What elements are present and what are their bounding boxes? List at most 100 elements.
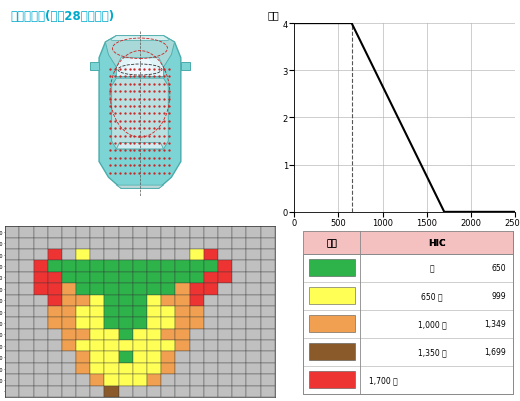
Bar <box>76 295 90 306</box>
Bar <box>232 329 246 340</box>
Bar <box>19 329 34 340</box>
Bar <box>232 318 246 329</box>
Point <box>140 133 148 140</box>
Bar <box>105 340 119 352</box>
Point <box>115 133 124 140</box>
Bar <box>105 386 119 397</box>
Bar <box>90 340 105 352</box>
Point <box>154 155 163 162</box>
Point <box>106 155 114 162</box>
Bar <box>261 374 275 386</box>
Bar <box>76 329 90 340</box>
Bar <box>218 363 232 374</box>
Bar <box>232 306 246 318</box>
Text: HIC: HIC <box>428 238 445 247</box>
Point <box>106 162 114 169</box>
Bar <box>34 318 48 329</box>
Bar <box>232 238 246 249</box>
Bar <box>204 318 218 329</box>
Bar <box>147 295 161 306</box>
Point <box>154 111 163 117</box>
Point <box>135 126 144 132</box>
Bar <box>62 238 76 249</box>
Point <box>160 170 168 176</box>
Bar <box>261 295 275 306</box>
Bar <box>161 284 175 295</box>
Point <box>115 89 124 95</box>
Bar <box>175 261 190 272</box>
Point <box>150 74 158 81</box>
Bar <box>246 284 261 295</box>
Bar <box>119 249 133 261</box>
Bar <box>48 329 62 340</box>
Bar <box>133 363 147 374</box>
Bar <box>119 238 133 249</box>
Point <box>121 133 129 140</box>
Bar <box>204 249 218 261</box>
Point <box>164 162 173 169</box>
Point <box>111 103 119 110</box>
Bar <box>232 363 246 374</box>
Point <box>164 96 173 103</box>
Point <box>140 89 148 95</box>
Bar <box>19 261 34 272</box>
Bar <box>19 295 34 306</box>
Bar <box>204 238 218 249</box>
Bar <box>175 249 190 261</box>
Bar <box>161 249 175 261</box>
Point <box>164 170 173 176</box>
Point <box>140 74 148 81</box>
Bar <box>161 340 175 352</box>
Polygon shape <box>99 36 181 189</box>
Bar <box>175 306 190 318</box>
Bar <box>204 306 218 318</box>
Bar <box>34 261 48 272</box>
Bar <box>90 227 105 238</box>
Point <box>125 140 134 147</box>
Bar <box>105 249 119 261</box>
Point <box>131 140 139 147</box>
Bar <box>48 261 62 272</box>
Bar <box>19 272 34 284</box>
Point <box>164 111 173 117</box>
Bar <box>147 272 161 284</box>
Point <box>125 96 134 103</box>
Point <box>135 111 144 117</box>
Bar <box>133 249 147 261</box>
Bar <box>261 352 275 363</box>
Bar <box>147 318 161 329</box>
Bar <box>119 295 133 306</box>
Bar <box>48 306 62 318</box>
Point <box>115 126 124 132</box>
Bar <box>90 261 105 272</box>
Point <box>131 96 139 103</box>
Bar <box>19 238 34 249</box>
Bar <box>62 284 76 295</box>
Point <box>140 96 148 103</box>
Bar <box>232 272 246 284</box>
Point <box>125 126 134 132</box>
Bar <box>261 284 275 295</box>
Bar <box>19 249 34 261</box>
Point <box>121 111 129 117</box>
Point <box>145 148 153 154</box>
Bar <box>90 386 105 397</box>
Point <box>121 96 129 103</box>
Point <box>125 67 134 73</box>
Point <box>115 67 124 73</box>
Point <box>111 133 119 140</box>
Bar <box>175 340 190 352</box>
Bar <box>190 306 204 318</box>
Point <box>121 140 129 147</box>
Bar <box>105 238 119 249</box>
Bar <box>76 374 90 386</box>
Bar <box>309 316 355 332</box>
Bar <box>76 238 90 249</box>
Point <box>145 126 153 132</box>
Point <box>160 89 168 95</box>
Bar <box>204 386 218 397</box>
Bar <box>119 374 133 386</box>
Point <box>150 162 158 169</box>
Bar <box>62 386 76 397</box>
Point <box>145 111 153 117</box>
